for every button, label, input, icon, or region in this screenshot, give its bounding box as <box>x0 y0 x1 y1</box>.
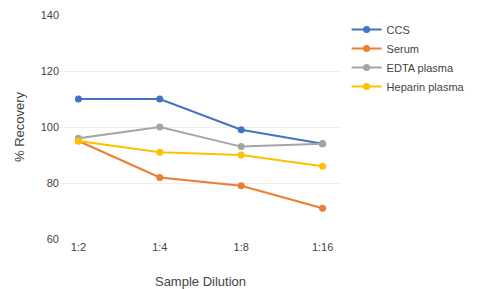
svg-text:Sample Dilution: Sample Dilution <box>155 274 246 289</box>
svg-text:% Recovery: % Recovery <box>12 91 27 162</box>
svg-text:EDTA plasma: EDTA plasma <box>387 62 454 74</box>
svg-text:CCS: CCS <box>387 24 410 36</box>
svg-text:Serum: Serum <box>387 43 419 55</box>
svg-text:140: 140 <box>41 9 59 21</box>
svg-text:80: 80 <box>47 177 59 189</box>
svg-text:120: 120 <box>41 65 59 77</box>
svg-text:Heparin plasma: Heparin plasma <box>387 81 465 93</box>
svg-text:100: 100 <box>41 121 59 133</box>
svg-text:1:8: 1:8 <box>234 241 249 253</box>
svg-text:1:4: 1:4 <box>152 241 167 253</box>
svg-text:1:2: 1:2 <box>71 241 86 253</box>
svg-text:60: 60 <box>47 233 59 245</box>
svg-text:1:16: 1:16 <box>312 241 333 253</box>
